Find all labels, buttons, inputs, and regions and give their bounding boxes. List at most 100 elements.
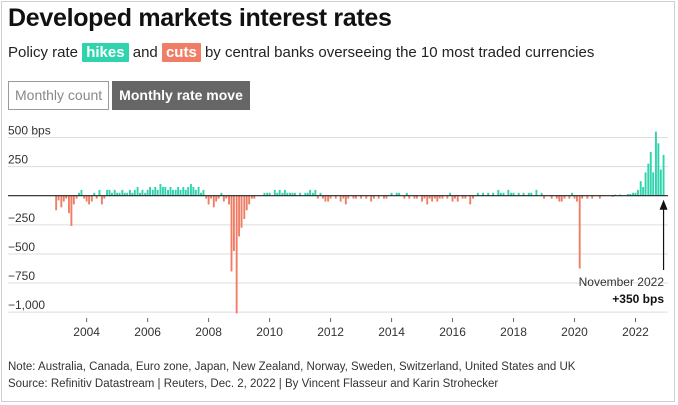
hike-bar: [164, 186, 167, 196]
cut-bar: [563, 195, 566, 199]
hike-bar: [644, 172, 647, 196]
hike-bar: [291, 192, 294, 196]
hike-bar: [309, 189, 312, 196]
cut-bar: [207, 195, 210, 205]
hike-bar: [642, 186, 645, 196]
hike-bar: [131, 192, 134, 196]
cut-bar: [576, 195, 578, 202]
footnote: Note: Australia, Canada, Euro zone, Japa…: [8, 361, 576, 373]
x-tick-label: 2004: [73, 325, 100, 339]
cut-bar: [591, 195, 594, 199]
cut-bar: [451, 195, 454, 202]
hike-bar: [194, 189, 197, 196]
cut-bar: [88, 195, 91, 205]
annotation-value: +350 bps: [612, 292, 664, 306]
cut-bar: [578, 195, 581, 269]
hike-bar: [497, 189, 500, 196]
cut-bar: [550, 195, 553, 199]
hike-bar: [535, 189, 538, 196]
subtitle-and: and: [132, 44, 158, 61]
cut-bar: [334, 195, 337, 199]
subtitle-prefix: Policy rate: [8, 44, 79, 61]
cut-bar: [461, 195, 464, 199]
hike-bar: [654, 131, 657, 196]
cut-bar: [243, 195, 246, 219]
cut-bar: [581, 195, 584, 199]
cut-bar: [57, 195, 60, 201]
y-tick-label: 250: [8, 153, 28, 167]
cut-bar: [454, 195, 456, 199]
cut-bar: [215, 195, 218, 202]
cut-bar: [103, 195, 106, 199]
hike-bar: [149, 186, 152, 196]
y-tick-label: −1,000: [8, 298, 45, 312]
cut-bar: [413, 195, 416, 199]
hike-bar: [659, 169, 662, 196]
y-tick-label: −750: [8, 269, 35, 283]
hike-bar: [151, 189, 154, 196]
hike-bar: [649, 152, 652, 196]
cut-bar: [372, 195, 375, 199]
x-tick-label: 2012: [317, 325, 344, 339]
hike-bar: [141, 189, 144, 196]
tab-monthly-count[interactable]: Monthly count: [8, 81, 110, 110]
hike-bar: [80, 189, 83, 196]
cut-bar: [360, 195, 363, 199]
y-tick-label: 500 bps: [8, 123, 51, 137]
cut-bar: [408, 195, 411, 199]
hike-bar: [200, 192, 202, 196]
source-line: Source: Refinitiv Datastream | Reuters, …: [8, 378, 499, 390]
cut-bar: [352, 195, 355, 199]
hike-bar: [449, 192, 452, 196]
cut-bar: [436, 195, 439, 202]
cut-bar: [446, 195, 449, 199]
hike-bar: [169, 186, 172, 196]
cut-bar: [426, 195, 429, 205]
cut-bar: [240, 195, 243, 228]
hike-bar: [154, 186, 157, 196]
hike-bar: [126, 192, 129, 196]
rate-move-chart: 500 bps 250 −250 −500 −750 −1,000 2004 2006 2008…: [8, 123, 668, 339]
cut-bar: [322, 195, 324, 199]
annotation-label: November 2022: [579, 275, 665, 289]
cut-bar: [250, 195, 253, 199]
hike-bar: [167, 189, 170, 196]
hike-bar: [78, 192, 80, 196]
hike-bar: [123, 192, 126, 196]
hike-bar: [106, 189, 109, 196]
hike-bar: [507, 189, 510, 196]
hike-bar: [289, 192, 291, 196]
cut-bar: [230, 195, 233, 272]
cut-bar: [431, 195, 434, 202]
tab-monthly-rate-move[interactable]: Monthly rate move: [112, 81, 250, 110]
cut-bar: [60, 195, 63, 208]
hike-bar: [512, 192, 515, 196]
hike-bar: [530, 192, 533, 196]
cut-bar: [253, 195, 256, 199]
hike-bar: [192, 186, 195, 196]
cut-bar: [65, 195, 68, 199]
hike-bar: [116, 192, 119, 196]
hike-bar: [571, 192, 574, 196]
hike-bar: [174, 189, 177, 196]
hike-bar: [299, 192, 302, 196]
cut-bar: [100, 195, 103, 205]
cut-bar: [228, 195, 230, 205]
cut-bar: [235, 195, 238, 314]
cut-bar: [327, 195, 330, 202]
subtitle-suffix: by central banks overseeing the 10 most …: [204, 44, 595, 61]
hike-bar: [202, 189, 205, 196]
cut-bar: [210, 195, 213, 199]
hike-bar: [197, 186, 200, 196]
cut-bar: [441, 195, 444, 199]
hike-bar: [395, 192, 398, 196]
hike-bar: [304, 192, 307, 196]
annotation-arrow-head: [659, 199, 668, 210]
view-toggle: Monthly count Monthly rate move: [8, 81, 250, 110]
cut-bar: [469, 195, 472, 205]
hike-bar: [319, 192, 322, 196]
hike-bar: [171, 189, 174, 196]
cut-bar: [324, 195, 327, 202]
hike-bar: [93, 192, 96, 196]
hike-bar: [113, 189, 116, 196]
